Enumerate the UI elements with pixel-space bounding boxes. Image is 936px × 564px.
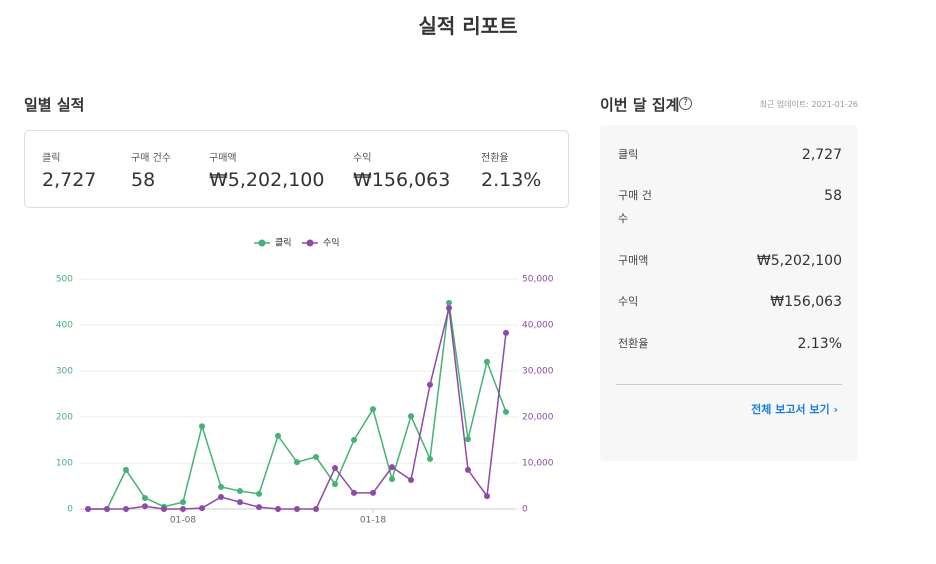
data-point <box>503 329 509 336</box>
data-point <box>256 490 262 497</box>
y2-tick-label: 10,000 <box>522 459 554 469</box>
divider <box>616 384 842 385</box>
summary-card: 클릭 2,727 구매 건수 58 구매액 ₩5,202,100 수익 ₩156,063 전환율… <box>24 130 569 208</box>
x-tick-label: 01-08 <box>170 516 196 526</box>
data-point <box>465 466 471 473</box>
report-link[interactable]: 전체 보고서 보기 › <box>751 403 838 416</box>
summary-value: 2,727 <box>42 169 97 191</box>
data-point <box>389 476 395 483</box>
data-point <box>484 358 490 365</box>
chart: 0 100 200 300 400 500 0 10,000 20,000 30,000 40,00… <box>56 237 554 526</box>
summary-label: 전환율 <box>481 153 509 164</box>
row-value: 2,727 <box>801 147 842 163</box>
y2-tick-label: 50,000 <box>522 275 554 285</box>
link-text[interactable]: 전체 보고서 보기 <box>751 403 830 416</box>
summary-label: 수익 <box>353 153 372 164</box>
data-point <box>275 432 281 439</box>
data-point <box>123 506 129 512</box>
data-point <box>370 406 376 413</box>
row-label: 구매액 <box>618 254 649 267</box>
y2-tick-label: 20,000 <box>522 413 554 423</box>
data-point <box>465 436 471 443</box>
data-point <box>142 494 148 501</box>
row-label: 구매 건수 <box>618 189 652 225</box>
row-label: 클릭 <box>618 148 639 161</box>
monthly-panel: 전체 보고서 보기 › 클릭 2,727 구매 건수 58 구매액 ₩5,202,100 수… <box>600 125 858 461</box>
legend-marker <box>258 239 266 247</box>
data-point <box>218 483 224 490</box>
page-title: 실적 리포트 <box>418 14 518 38</box>
data-point <box>161 506 167 512</box>
y2-tick-label: 40,000 <box>522 321 554 331</box>
y-tick-label: 100 <box>56 459 73 469</box>
data-point <box>275 506 281 512</box>
data-point <box>180 499 186 506</box>
y2-tick-label: 0 <box>522 505 528 515</box>
legend-label: 클릭 <box>275 237 292 249</box>
data-point <box>427 381 433 388</box>
row-value: ₩156,063 <box>770 294 842 310</box>
data-point <box>484 493 490 500</box>
summary-label: 구매액 <box>209 153 237 164</box>
y2-tick-label: 30,000 <box>522 367 554 377</box>
data-point <box>123 466 129 473</box>
data-point <box>332 465 338 472</box>
row-label: 전환율 <box>618 337 649 350</box>
row-value: ₩5,202,100 <box>756 253 842 269</box>
data-point <box>237 499 243 506</box>
data-point <box>85 506 91 512</box>
updated-date: 최근 업데이트: 2021-01-26 <box>759 100 858 109</box>
data-point <box>446 299 452 306</box>
series-line <box>88 307 507 510</box>
y-tick-label: 500 <box>56 275 73 285</box>
data-point <box>104 506 110 512</box>
data-point <box>313 454 319 461</box>
data-point <box>389 464 395 471</box>
row-value: 2.13% <box>797 336 842 352</box>
section-title: 일별 실적 <box>24 96 85 114</box>
summary-value: 58 <box>131 169 156 191</box>
data-point <box>351 437 357 443</box>
y-tick-label: 400 <box>56 321 73 331</box>
y-tick-label: 300 <box>56 367 73 377</box>
data-point <box>237 488 243 495</box>
section-title: 이번 달 집계 <box>600 96 680 114</box>
help-icon[interactable]: ? <box>679 97 692 110</box>
y-tick-label: 200 <box>56 413 73 423</box>
y-tick-label: 0 <box>67 505 73 515</box>
data-point <box>256 504 262 511</box>
data-point <box>427 455 433 462</box>
data-point <box>294 459 300 466</box>
legend-marker <box>306 239 314 247</box>
data-point <box>142 503 148 510</box>
summary-label: 클릭 <box>42 153 61 164</box>
data-point <box>408 413 414 420</box>
legend-label: 수익 <box>323 237 340 249</box>
data-point <box>332 481 338 488</box>
row-value: 58 <box>824 188 842 204</box>
data-point <box>408 477 414 484</box>
summary-label: 구매 건수 <box>131 153 171 164</box>
data-point <box>180 506 186 512</box>
data-point <box>294 506 300 512</box>
x-tick-label: 01-18 <box>360 516 386 526</box>
data-point <box>218 494 224 501</box>
data-point <box>503 408 509 415</box>
data-point <box>199 505 205 512</box>
data-point <box>313 506 319 512</box>
data-point <box>199 423 205 430</box>
summary-value: 2.13% <box>481 169 542 191</box>
summary-value: ₩156,063 <box>353 169 451 191</box>
data-point <box>446 304 452 311</box>
data-point <box>370 489 376 496</box>
row-label: 수익 <box>618 295 639 308</box>
summary-value: ₩5,202,100 <box>209 169 325 191</box>
data-point <box>351 489 357 496</box>
